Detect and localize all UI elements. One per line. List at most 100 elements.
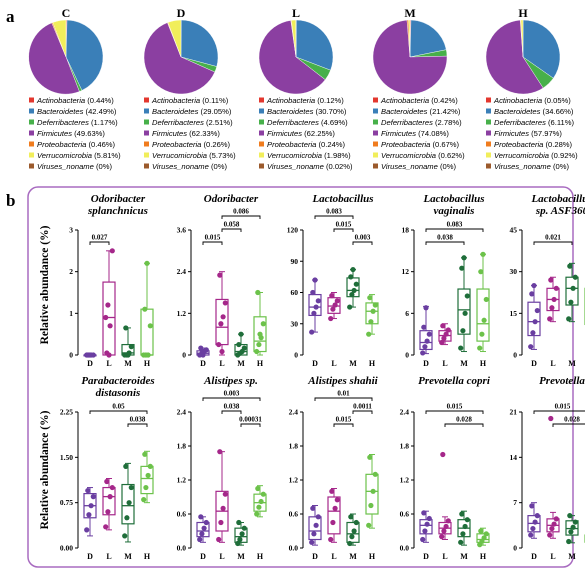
legend-swatch: [373, 130, 378, 136]
legend-entry: Verrucomicrobia (1.98%): [267, 151, 351, 160]
data-point: [460, 328, 466, 334]
data-point: [328, 315, 334, 322]
legend-entry: Deferribacteres (2.51%): [152, 118, 233, 127]
y-tick-label: 90: [291, 257, 299, 266]
data-point: [351, 287, 357, 294]
significance-bracket: [425, 241, 465, 245]
data-point: [105, 302, 111, 308]
p-value-label: 0.05: [112, 403, 125, 411]
y-tick-label: 0.6: [289, 510, 299, 519]
y-tick-label: 2: [69, 267, 73, 276]
data-point: [216, 536, 222, 543]
data-point: [104, 478, 110, 485]
data-point: [351, 528, 357, 534]
data-point: [86, 512, 92, 518]
legend-entry: Proteobacteria (0.46%): [37, 140, 116, 149]
significance-bracket: [425, 410, 484, 414]
data-point: [353, 519, 359, 526]
legend-entry: Proteobacteria (0.67%): [381, 140, 460, 149]
p-value-label: 0.0011: [353, 403, 372, 411]
data-point: [239, 531, 245, 537]
significance-bracket: [240, 423, 261, 427]
data-point: [570, 524, 576, 530]
data-point: [219, 348, 225, 355]
data-point: [350, 266, 356, 273]
significance-bracket: [202, 241, 223, 245]
data-point: [197, 536, 203, 543]
y-tick-label: 0: [405, 351, 409, 360]
data-point: [462, 523, 468, 530]
data-point: [531, 282, 537, 289]
data-point: [348, 514, 354, 520]
p-value-label: 0.015: [336, 221, 352, 229]
p-value-label: 0.003: [355, 234, 371, 242]
data-point: [147, 463, 153, 469]
significance-bracket: [127, 423, 148, 427]
significance-bracket: [333, 423, 354, 427]
pie-slice: [167, 19, 182, 58]
y-tick-label: 1.8: [177, 442, 187, 451]
data-point: [128, 344, 134, 350]
data-point: [567, 263, 573, 269]
data-point: [368, 502, 374, 509]
data-point: [367, 295, 373, 301]
box-plot: Lactobacillussp. ASF3600153045DLMH0.021: [510, 193, 585, 368]
data-point: [328, 536, 334, 543]
y-tick-label: 21: [510, 408, 518, 417]
data-point: [372, 302, 378, 308]
significance-bracket: [533, 410, 585, 414]
legend-entry: Verrucomicrobia (5.73%): [152, 151, 236, 160]
plot-title: sp. ASF360: [535, 205, 585, 217]
legend-entry: Firmicutes (62.33%): [152, 129, 220, 138]
pie-title: H: [518, 6, 528, 20]
legend-entry: Deferribacteres (1.17%): [37, 118, 118, 127]
data-point: [238, 331, 244, 337]
x-tick-label: M: [349, 359, 357, 368]
data-point: [368, 319, 374, 325]
y-tick-label: 1.2: [177, 309, 187, 318]
data-point: [143, 484, 149, 491]
pie-title: D: [177, 6, 186, 20]
significance-bracket: [444, 423, 484, 427]
p-value-label: 0.038: [224, 403, 240, 411]
legend-swatch: [259, 108, 264, 114]
box: [565, 276, 579, 306]
data-point: [349, 291, 355, 298]
data-point: [529, 503, 535, 509]
data-point: [445, 518, 451, 524]
p-value-label: 0.038: [437, 234, 453, 242]
legend-entry: Proteobacteria (0.26%): [152, 140, 231, 149]
legend-entry: Proteobacteria (0.24%): [267, 140, 346, 149]
p-value-label: 0.021: [545, 234, 561, 242]
significance-bracket: [552, 423, 585, 427]
y-tick-label: 0: [182, 351, 186, 360]
x-tick-label: M: [568, 552, 576, 561]
data-point: [441, 528, 447, 534]
plot-title: Prevotella copri: [418, 375, 491, 387]
significance-bracket: [314, 215, 354, 219]
legend-entry: Verrucomicrobia (5.81%): [37, 151, 121, 160]
significance-bracket: [333, 228, 354, 232]
y-tick-label: 0: [513, 544, 517, 553]
data-point: [548, 415, 554, 422]
p-value-label: 0.015: [555, 403, 571, 411]
data-point: [332, 505, 338, 511]
data-point: [218, 519, 224, 526]
box: [476, 288, 490, 342]
data-point: [142, 306, 148, 312]
plot-title: splanchnicus: [87, 205, 148, 217]
x-tick-label: L: [331, 552, 336, 561]
data-point: [478, 528, 484, 534]
legend-swatch: [373, 152, 378, 158]
data-point: [532, 519, 538, 525]
legend-swatch: [144, 152, 149, 158]
legend-entry: Firmicutes (62.25%): [267, 129, 335, 138]
y-tick-label: 1.2: [177, 476, 187, 485]
legend-entry: Viruses_noname (0%): [381, 162, 456, 171]
y-tick-label: 1.2: [289, 476, 299, 485]
significance-bracket: [202, 397, 261, 401]
box-plot: Prevotella copri 0.0 0.6 1.2 1.8 2.4 D L M H 0.028…: [400, 375, 491, 561]
p-value-label: 0.083: [326, 208, 342, 216]
y-tick-label: 7: [513, 498, 517, 507]
data-point: [370, 488, 376, 494]
